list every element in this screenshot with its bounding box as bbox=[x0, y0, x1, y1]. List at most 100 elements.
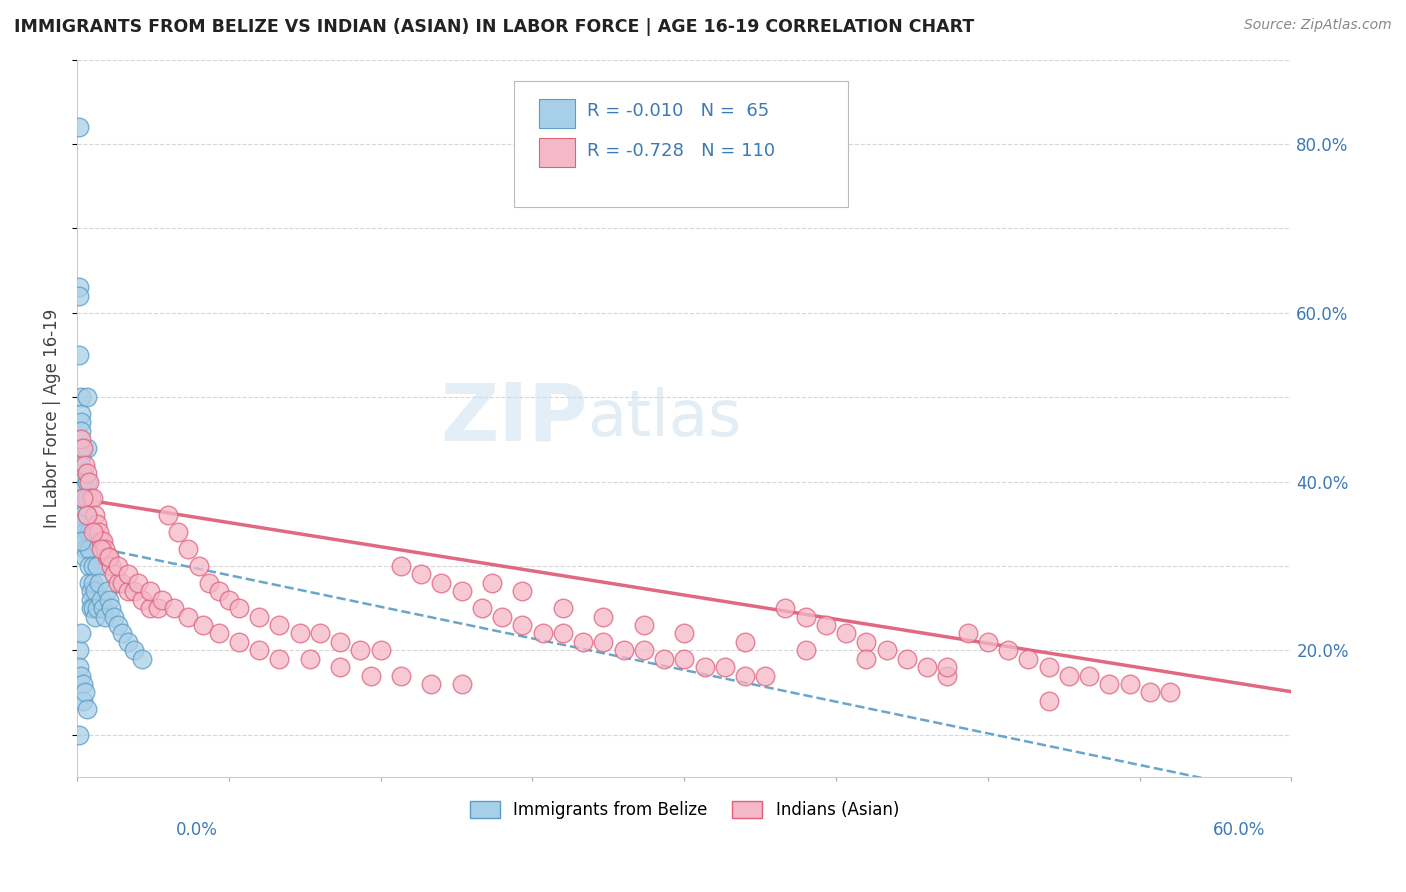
Point bbox=[67, 289, 90, 303]
Point bbox=[70, 458, 93, 472]
Point bbox=[89, 525, 111, 540]
Point bbox=[70, 668, 93, 682]
Point bbox=[80, 592, 103, 607]
Point bbox=[70, 533, 93, 548]
Point bbox=[329, 635, 352, 649]
Point bbox=[122, 643, 145, 657]
Point bbox=[72, 466, 94, 480]
Y-axis label: In Labor Force | Age 16-19: In Labor Force | Age 16-19 bbox=[44, 309, 60, 528]
Point bbox=[936, 660, 959, 674]
Text: R = -0.010   N =  65: R = -0.010 N = 65 bbox=[588, 103, 769, 120]
Point bbox=[794, 609, 817, 624]
Point bbox=[1159, 685, 1181, 699]
Point bbox=[77, 525, 100, 540]
Point bbox=[512, 584, 534, 599]
Point bbox=[491, 609, 513, 624]
Point bbox=[90, 542, 112, 557]
Point bbox=[997, 643, 1019, 657]
Point bbox=[67, 516, 90, 531]
Point bbox=[75, 525, 97, 540]
Point bbox=[122, 584, 145, 599]
Point bbox=[76, 441, 98, 455]
Point bbox=[247, 609, 270, 624]
Point bbox=[876, 643, 898, 657]
Point bbox=[1017, 651, 1039, 665]
Point bbox=[896, 651, 918, 665]
Text: ZIP: ZIP bbox=[440, 379, 588, 458]
Point bbox=[82, 525, 104, 540]
Point bbox=[131, 651, 153, 665]
Point bbox=[855, 651, 877, 665]
Point bbox=[592, 635, 614, 649]
Point bbox=[67, 643, 90, 657]
Point bbox=[1118, 677, 1140, 691]
Point bbox=[288, 626, 311, 640]
Point bbox=[370, 643, 392, 657]
Point bbox=[80, 584, 103, 599]
Point bbox=[70, 424, 93, 438]
Point bbox=[177, 542, 200, 557]
Point bbox=[72, 694, 94, 708]
Point bbox=[531, 626, 554, 640]
Point bbox=[163, 601, 186, 615]
Point bbox=[117, 567, 139, 582]
Point bbox=[72, 516, 94, 531]
Point bbox=[76, 491, 98, 506]
Point bbox=[84, 508, 107, 523]
Point bbox=[298, 651, 321, 665]
Point bbox=[80, 601, 103, 615]
Point bbox=[592, 609, 614, 624]
Point bbox=[814, 618, 837, 632]
Point bbox=[67, 660, 90, 674]
Point bbox=[84, 584, 107, 599]
Point bbox=[309, 626, 332, 640]
Point bbox=[157, 508, 180, 523]
Point bbox=[70, 416, 93, 430]
Point bbox=[107, 575, 129, 590]
Point bbox=[389, 558, 412, 573]
Point bbox=[93, 601, 115, 615]
Point bbox=[72, 677, 94, 691]
Point bbox=[228, 601, 250, 615]
Point bbox=[76, 466, 98, 480]
Point bbox=[84, 609, 107, 624]
Point bbox=[75, 685, 97, 699]
Point bbox=[103, 609, 125, 624]
Text: IMMIGRANTS FROM BELIZE VS INDIAN (ASIAN) IN LABOR FORCE | AGE 16-19 CORRELATION : IMMIGRANTS FROM BELIZE VS INDIAN (ASIAN)… bbox=[14, 18, 974, 36]
Point bbox=[139, 601, 162, 615]
Point bbox=[100, 558, 122, 573]
Point bbox=[247, 643, 270, 657]
Point bbox=[82, 601, 104, 615]
Point bbox=[117, 584, 139, 599]
Point bbox=[86, 516, 108, 531]
Point bbox=[835, 626, 858, 640]
Point bbox=[936, 668, 959, 682]
Point bbox=[481, 575, 503, 590]
Point bbox=[734, 635, 756, 649]
Point bbox=[86, 558, 108, 573]
Point bbox=[977, 635, 1000, 649]
Point bbox=[72, 508, 94, 523]
Point bbox=[107, 618, 129, 632]
Point bbox=[551, 601, 574, 615]
Point bbox=[734, 668, 756, 682]
Point bbox=[131, 592, 153, 607]
Point bbox=[111, 575, 132, 590]
Point bbox=[80, 491, 103, 506]
Point bbox=[208, 584, 231, 599]
Point bbox=[551, 626, 574, 640]
Point bbox=[1038, 694, 1060, 708]
Point bbox=[76, 508, 98, 523]
Point bbox=[67, 348, 90, 362]
Point bbox=[420, 677, 443, 691]
Point bbox=[82, 491, 104, 506]
Point bbox=[450, 584, 472, 599]
Point bbox=[572, 635, 595, 649]
Point bbox=[93, 533, 115, 548]
Point bbox=[127, 575, 149, 590]
Point bbox=[70, 433, 93, 447]
Point bbox=[76, 508, 98, 523]
Point bbox=[673, 651, 696, 665]
Point bbox=[754, 668, 776, 682]
Point bbox=[67, 120, 90, 134]
